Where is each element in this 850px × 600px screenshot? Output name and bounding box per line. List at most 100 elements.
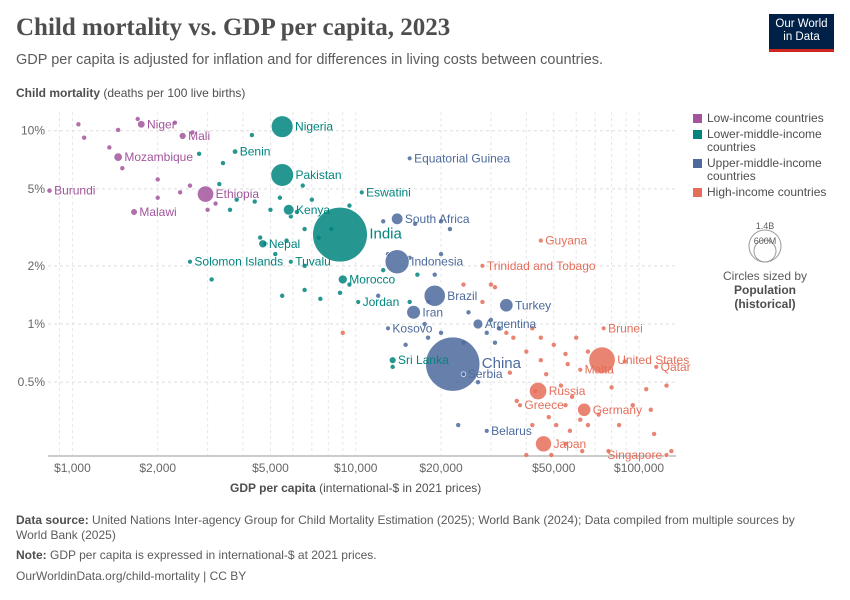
data-point <box>120 165 125 171</box>
point-label: Indonesia <box>411 255 463 269</box>
point-label: Malta <box>585 363 615 377</box>
data-point-kenya <box>283 204 295 216</box>
data-point <box>580 448 585 454</box>
legend-item-lower-middle-income[interactable]: Lower-middle-income countries <box>693 128 843 154</box>
x-axis-label: GDP per capita (international-$ in 2021 … <box>230 481 481 495</box>
logo-line-1: Our World <box>775 18 828 30</box>
data-point-united-states <box>588 346 616 374</box>
x-axis-label-bold: GDP per capita <box>230 481 316 495</box>
data-point-nigeria <box>271 115 294 138</box>
data-point <box>135 116 140 122</box>
data-point <box>294 209 300 215</box>
swatch-upper-middle-income <box>693 159 702 168</box>
data-point-eswatini <box>359 189 365 196</box>
point-label: Brazil <box>447 289 477 303</box>
point-label: Argentina <box>485 317 537 331</box>
legend-item-upper-middle-income[interactable]: Upper-middle-income countries <box>693 157 843 183</box>
chart-title: Child mortality vs. GDP per capita, 2023 <box>16 14 451 41</box>
legend-item-low-income[interactable]: Low-income countries <box>693 112 843 125</box>
data-point-argentina <box>472 318 484 330</box>
data-point <box>438 251 444 257</box>
data-point-sri-lanka <box>388 356 397 364</box>
data-point-pakistan <box>270 163 294 187</box>
data-point-solomon-islands <box>187 259 193 265</box>
point-label: Singapore <box>607 448 662 462</box>
data-point-mali <box>178 132 187 140</box>
data-point <box>664 383 669 388</box>
data-point <box>563 403 568 408</box>
point-label: Tuvalu <box>295 255 331 269</box>
y-tick-label: 10% <box>21 124 45 138</box>
data-point-china <box>425 336 481 392</box>
size-legend-caption: Circles sized by <box>722 269 808 283</box>
data-point <box>347 203 352 208</box>
data-points <box>46 115 674 458</box>
point-label: Benin <box>240 145 271 159</box>
data-point <box>549 452 554 458</box>
data-point <box>252 199 257 204</box>
data-point <box>407 299 412 305</box>
data-point-malawi <box>130 208 138 216</box>
data-point <box>480 299 485 305</box>
data-point <box>187 183 193 188</box>
data-point <box>538 357 544 363</box>
data-point <box>651 431 657 437</box>
data-point-singapore <box>663 452 670 458</box>
data-point <box>644 386 649 392</box>
data-point <box>569 394 575 400</box>
data-point <box>337 290 343 296</box>
point-labels: Nigeria Niger Mali Benin Pakistan Mozambique E… <box>54 117 691 462</box>
point-label: China <box>482 355 522 372</box>
size-legend: 1.4B 600M Circles sized by Population (h… <box>705 221 825 311</box>
data-point <box>76 122 81 127</box>
data-point <box>438 219 444 224</box>
data-point <box>425 335 431 340</box>
data-point <box>273 251 278 257</box>
point-label: Ethiopia <box>216 187 260 201</box>
data-point-brunei <box>600 325 607 332</box>
legend-label: Low-income countries <box>707 111 824 125</box>
data-point <box>381 219 386 224</box>
data-point <box>220 160 226 166</box>
data-point <box>488 317 494 323</box>
data-point <box>438 330 444 336</box>
data-point <box>172 120 178 125</box>
point-label: Solomon Islands <box>194 255 283 269</box>
data-point <box>475 379 481 385</box>
point-label: Russia <box>549 384 586 398</box>
point-label: Pakistan <box>295 168 341 182</box>
data-point <box>81 135 87 140</box>
point-label: Germany <box>593 403 642 417</box>
data-point-equatorial-guinea <box>406 155 413 162</box>
data-point <box>630 403 635 408</box>
data-point <box>284 238 289 243</box>
point-label: Belarus <box>491 424 532 438</box>
data-point-belarus <box>484 428 490 434</box>
y-tick-label: 0.5% <box>18 375 46 389</box>
data-point <box>205 207 210 212</box>
credit-link[interactable]: OurWorldinData.org/child-mortality | CC … <box>16 569 247 583</box>
note-label: Note: <box>16 548 47 562</box>
point-label: Greece <box>524 398 564 412</box>
data-point <box>565 361 570 367</box>
data-point <box>484 330 489 336</box>
data-point <box>492 285 498 290</box>
y-tick-label: 5% <box>28 182 46 196</box>
data-point-qatar <box>653 364 659 370</box>
point-label: Niger <box>147 117 176 131</box>
data-point <box>375 293 381 298</box>
y-tick-label: 1% <box>28 317 46 331</box>
point-label: India <box>369 226 402 243</box>
legend-item-high-income[interactable]: High-income countries <box>693 186 843 199</box>
data-point-turkey <box>499 298 514 313</box>
x-tick-label: $100,000 <box>614 461 664 475</box>
data-point-mozambique <box>113 152 123 162</box>
point-label: Equatorial Guinea <box>414 151 510 165</box>
data-point <box>585 349 591 354</box>
x-tick-label: $10,000 <box>334 461 378 475</box>
data-point <box>288 214 294 219</box>
owid-logo[interactable]: Our World in Data <box>769 14 834 52</box>
data-point <box>155 177 160 182</box>
x-tick-label: $2,000 <box>139 461 176 475</box>
data-point <box>514 398 519 404</box>
